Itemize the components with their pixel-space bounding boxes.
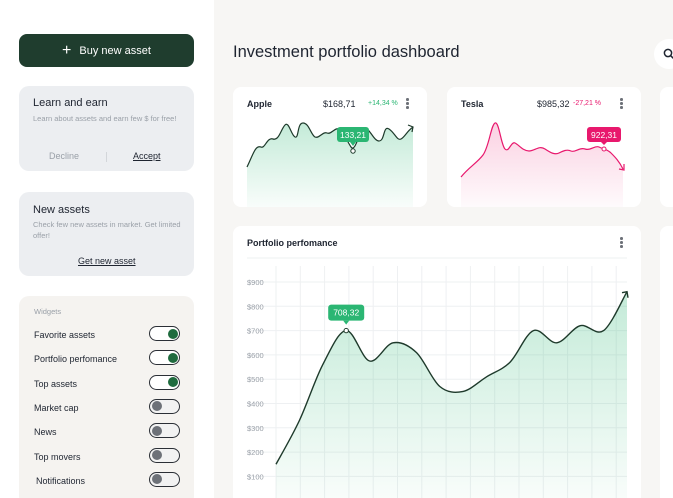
stock-change: -27,21 % xyxy=(573,100,602,107)
widget-row: Top movers xyxy=(19,446,194,470)
buy-new-asset-label: Buy new asset xyxy=(79,44,151,57)
plus-icon: + xyxy=(62,41,72,59)
performance-tooltip: 708,32 xyxy=(333,308,359,318)
buy-new-asset-button[interactable]: + Buy new asset xyxy=(19,34,194,67)
tesla-sparkline: 922,31 xyxy=(460,122,625,207)
more-options-icon[interactable] xyxy=(620,237,623,248)
widget-label: News xyxy=(34,427,57,438)
widget-toggle[interactable] xyxy=(149,374,180,390)
y-tick-label: $900 xyxy=(247,278,264,287)
toggle-knob xyxy=(151,425,162,436)
tesla-tooltip: 922,31 xyxy=(591,130,617,140)
widget-label: Market cap xyxy=(34,402,79,413)
tooltip-point xyxy=(343,327,349,334)
new-assets-title: New assets xyxy=(33,204,90,216)
y-tick-label: $500 xyxy=(247,375,264,384)
widget-toggle[interactable] xyxy=(149,471,180,487)
more-options-icon[interactable] xyxy=(620,98,623,109)
stock-name: Tesla xyxy=(461,99,484,109)
widget-toggle[interactable] xyxy=(149,350,180,366)
performance-title: Portfolio perfomance xyxy=(247,238,338,248)
y-tick-label: $600 xyxy=(247,351,264,360)
decline-button[interactable]: Decline xyxy=(49,151,80,161)
portfolio-performance-card: Portfolio perfomance $900 $800 $700 $600 $50… xyxy=(233,226,641,498)
y-tick-label: $800 xyxy=(247,302,264,311)
widget-row: Top assets xyxy=(19,373,194,397)
toggle-knob xyxy=(167,328,178,339)
search-button[interactable] xyxy=(654,39,673,69)
widget-row: Favorite assets xyxy=(19,324,194,348)
divider xyxy=(106,152,107,162)
page-title: Investment portfolio dashboard xyxy=(233,43,460,61)
widget-label: Portfolio perfomance xyxy=(34,354,118,365)
widget-toggle[interactable] xyxy=(149,398,180,414)
stock-change: +14,34 % xyxy=(368,100,398,107)
next-card-stub xyxy=(660,87,673,207)
learn-and-earn-card: Learn and earn Learn about assets and ea… xyxy=(19,86,194,171)
widget-row: Notifications xyxy=(19,470,194,494)
apple-sparkline: 133,21 xyxy=(246,122,414,207)
y-tick-label: $300 xyxy=(247,424,264,433)
widget-label: Notifications xyxy=(36,475,86,486)
widget-row: Portfolio perfomance xyxy=(19,348,194,372)
stock-price: $985,32 xyxy=(537,99,570,109)
apple-card[interactable]: Apple $168,71 +14,34 % 133,21 xyxy=(233,87,427,207)
performance-chart: $900 $800 $700 $600 $500 $400 $300 $200 $100 708… xyxy=(247,257,629,498)
widget-toggle[interactable] xyxy=(149,423,180,439)
y-tick-label: $400 xyxy=(247,400,264,409)
widgets-panel: Widgets Favorite assets Portfolio perfoma… xyxy=(19,296,194,498)
side-panel-stub xyxy=(660,226,673,498)
toggle-knob xyxy=(167,352,178,363)
search-icon xyxy=(663,48,673,60)
toggle-knob xyxy=(151,450,162,460)
widget-label: Top assets xyxy=(34,378,78,389)
get-new-asset-link[interactable]: Get new asset xyxy=(78,256,136,266)
tesla-card[interactable]: Tesla $985,32 -27,21 % 922,31 xyxy=(447,87,641,207)
tooltip-bg xyxy=(328,304,365,321)
more-options-icon[interactable] xyxy=(406,98,409,109)
widget-toggle[interactable] xyxy=(149,326,180,341)
widget-label: Favorite assets xyxy=(34,330,96,340)
learn-title: Learn and earn xyxy=(33,97,108,109)
new-assets-card: New assets Check few new assets in marke… xyxy=(19,192,194,276)
toggle-knob xyxy=(151,401,162,412)
stock-name: Apple xyxy=(247,99,273,109)
y-tick-label: $700 xyxy=(247,327,264,336)
sidebar: + Buy new asset Learn and earn Learn abo… xyxy=(0,0,214,498)
y-tick-label: $100 xyxy=(247,472,264,481)
learn-description: Learn about assets and earn few $ for fr… xyxy=(33,114,177,123)
widget-row: News xyxy=(19,421,194,445)
toggle-knob xyxy=(151,474,162,485)
widget-label: Top movers xyxy=(34,451,81,462)
y-tick-label: $200 xyxy=(247,448,264,457)
accept-button[interactable]: Accept xyxy=(133,151,161,161)
stock-price: $168,71 xyxy=(323,99,356,109)
toggle-knob xyxy=(167,377,178,388)
widget-row: Market cap xyxy=(19,397,194,421)
widget-toggle[interactable] xyxy=(149,447,180,463)
apple-tooltip: 133,21 xyxy=(340,130,366,140)
widgets-title: Widgets xyxy=(34,307,62,316)
new-assets-description: Check few new assets in market. Get limi… xyxy=(33,220,181,240)
